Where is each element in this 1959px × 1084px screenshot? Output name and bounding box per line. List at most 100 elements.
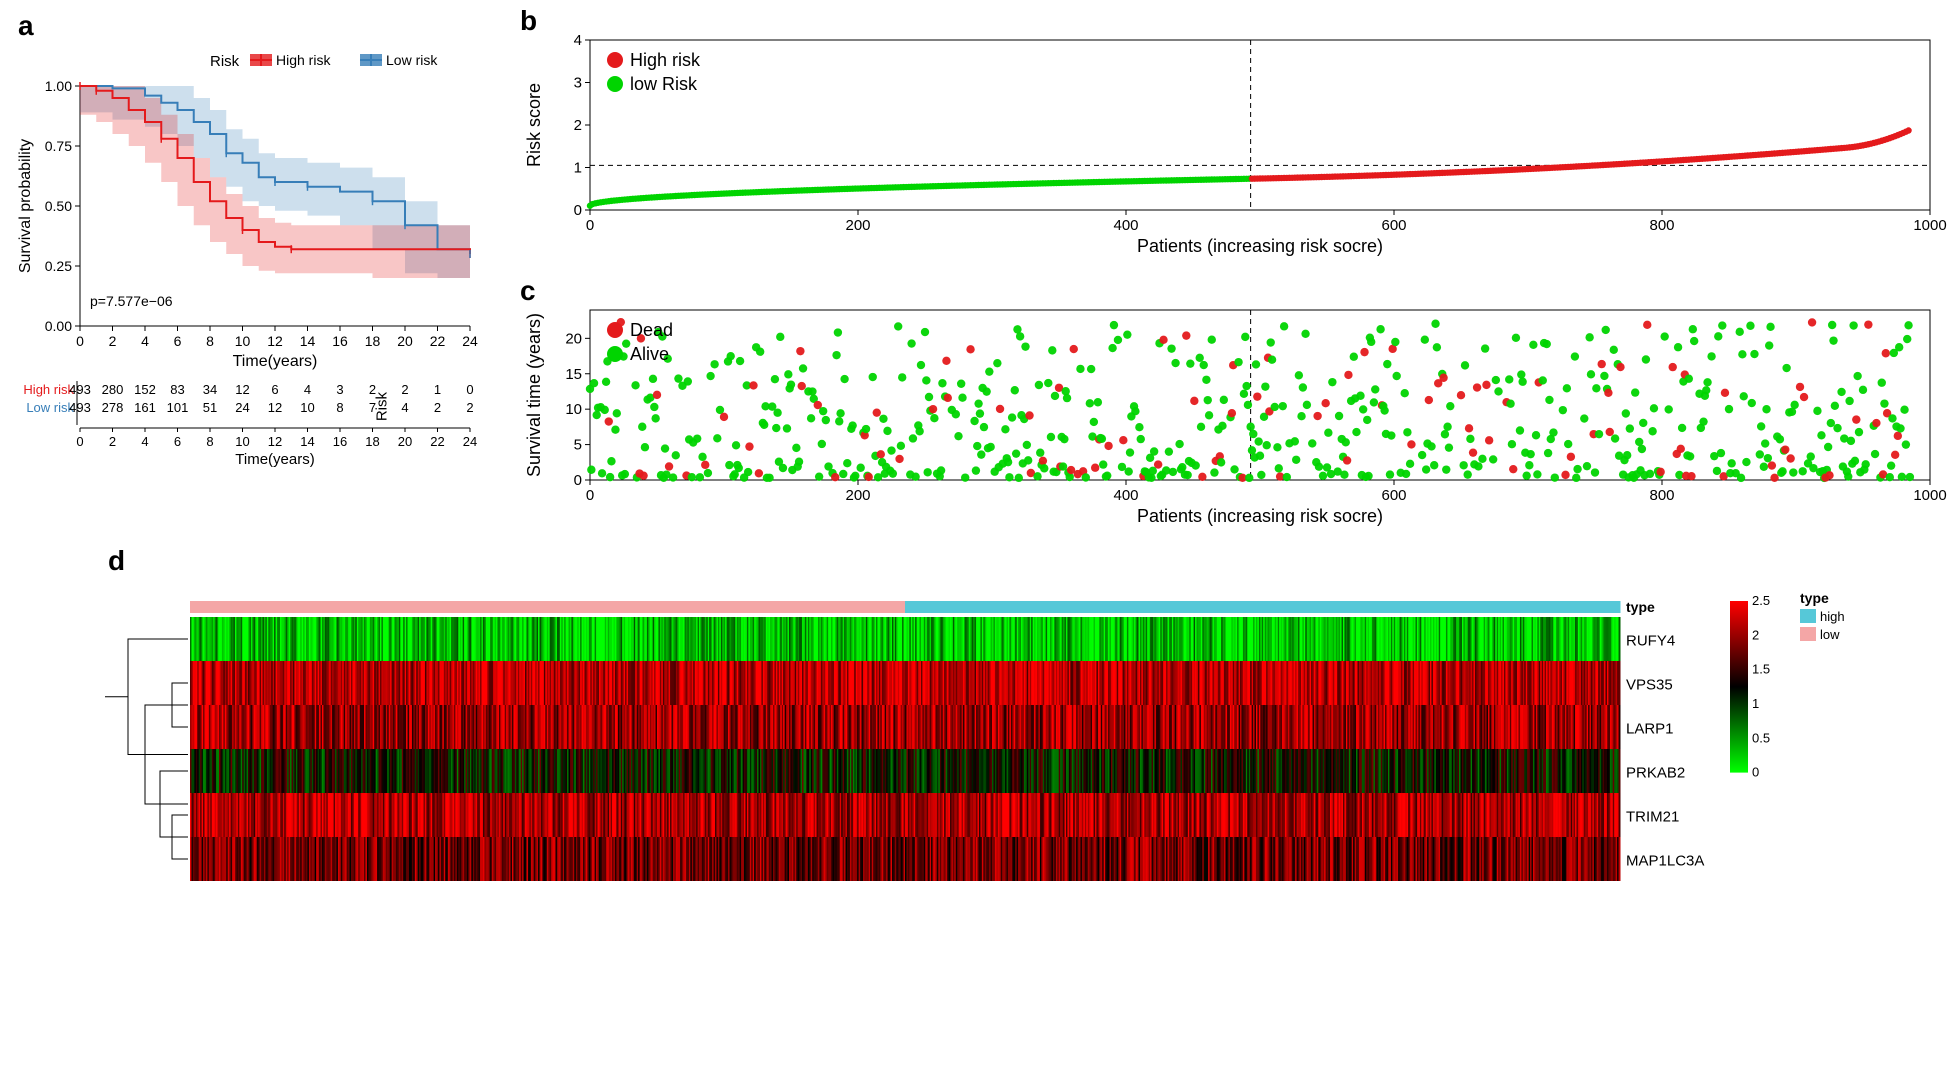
svg-text:0.00: 0.00 bbox=[45, 318, 72, 334]
svg-text:Low risk: Low risk bbox=[386, 52, 438, 68]
svg-text:34: 34 bbox=[203, 382, 217, 397]
svg-text:6: 6 bbox=[174, 333, 182, 349]
svg-text:2: 2 bbox=[109, 333, 117, 349]
svg-text:83: 83 bbox=[170, 382, 184, 397]
svg-text:7: 7 bbox=[369, 400, 376, 415]
svg-text:High risk: High risk bbox=[276, 52, 331, 68]
svg-text:24: 24 bbox=[463, 434, 477, 449]
svg-text:8: 8 bbox=[206, 333, 214, 349]
svg-text:200: 200 bbox=[845, 217, 870, 234]
svg-text:10: 10 bbox=[235, 333, 251, 349]
km-plot: RiskHigh riskLow risk0246810121416182022… bbox=[10, 46, 490, 521]
svg-text:493: 493 bbox=[69, 400, 91, 415]
svg-text:type: type bbox=[1626, 599, 1655, 615]
svg-text:8: 8 bbox=[336, 400, 343, 415]
svg-text:15: 15 bbox=[565, 366, 582, 383]
svg-text:4: 4 bbox=[574, 32, 582, 49]
svg-text:24: 24 bbox=[462, 333, 478, 349]
svg-text:20: 20 bbox=[565, 330, 582, 347]
svg-text:0: 0 bbox=[574, 202, 582, 219]
panel-a-label: a bbox=[18, 10, 510, 42]
svg-text:Risk: Risk bbox=[210, 53, 240, 70]
svg-text:0: 0 bbox=[586, 217, 594, 234]
svg-text:16: 16 bbox=[332, 333, 348, 349]
svg-text:0: 0 bbox=[466, 382, 473, 397]
svg-text:16: 16 bbox=[333, 434, 347, 449]
svg-text:Patients (increasing risk socr: Patients (increasing risk socre) bbox=[1137, 506, 1383, 526]
svg-text:161: 161 bbox=[134, 400, 156, 415]
svg-text:101: 101 bbox=[167, 400, 189, 415]
svg-text:278: 278 bbox=[102, 400, 124, 415]
svg-text:24: 24 bbox=[235, 400, 249, 415]
svg-text:low Risk: low Risk bbox=[630, 74, 698, 94]
svg-text:10: 10 bbox=[565, 401, 582, 418]
svg-text:10: 10 bbox=[300, 400, 314, 415]
svg-text:3: 3 bbox=[574, 75, 582, 92]
svg-text:22: 22 bbox=[430, 434, 444, 449]
svg-text:0.50: 0.50 bbox=[45, 198, 72, 214]
svg-text:Low risk: Low risk bbox=[26, 400, 74, 415]
svg-text:22: 22 bbox=[430, 333, 446, 349]
svg-text:Dead: Dead bbox=[630, 320, 673, 340]
svg-text:51: 51 bbox=[203, 400, 217, 415]
svg-text:2: 2 bbox=[434, 400, 441, 415]
svg-text:6: 6 bbox=[174, 434, 181, 449]
svg-text:280: 280 bbox=[102, 382, 124, 397]
svg-text:400: 400 bbox=[1113, 487, 1138, 504]
svg-text:1000: 1000 bbox=[1913, 217, 1946, 234]
svg-text:1: 1 bbox=[434, 382, 441, 397]
svg-text:12: 12 bbox=[268, 434, 282, 449]
svg-text:600: 600 bbox=[1381, 217, 1406, 234]
svg-text:c: c bbox=[520, 275, 536, 306]
svg-text:Patients (increasing risk socr: Patients (increasing risk socre) bbox=[1137, 236, 1383, 256]
svg-text:Survival time (years): Survival time (years) bbox=[524, 313, 544, 477]
panel-d: d typeRUFY4VPS35LARP1PRKAB2TRIM21MAP1LC3… bbox=[10, 545, 1950, 916]
svg-text:1000: 1000 bbox=[1913, 487, 1946, 504]
svg-text:18: 18 bbox=[365, 434, 379, 449]
svg-text:6: 6 bbox=[271, 382, 278, 397]
panel-bc: b0200400600800100001234Patients (increas… bbox=[510, 10, 1950, 535]
svg-text:Risk score: Risk score bbox=[524, 83, 544, 167]
svg-text:1.00: 1.00 bbox=[45, 78, 72, 94]
svg-text:493: 493 bbox=[69, 382, 91, 397]
svg-text:12: 12 bbox=[267, 333, 283, 349]
svg-text:2: 2 bbox=[574, 117, 582, 134]
svg-text:800: 800 bbox=[1649, 487, 1674, 504]
svg-text:Time(years): Time(years) bbox=[233, 353, 318, 370]
svg-text:Alive: Alive bbox=[630, 344, 669, 364]
svg-text:2: 2 bbox=[109, 434, 116, 449]
svg-text:3: 3 bbox=[336, 382, 343, 397]
svg-text:Risk: Risk bbox=[374, 392, 391, 422]
svg-text:Time(years): Time(years) bbox=[235, 451, 314, 468]
svg-text:1: 1 bbox=[574, 160, 582, 177]
svg-text:0.25: 0.25 bbox=[45, 258, 72, 274]
svg-text:200: 200 bbox=[845, 487, 870, 504]
svg-text:4: 4 bbox=[141, 333, 149, 349]
svg-text:High risk: High risk bbox=[630, 50, 701, 70]
svg-text:14: 14 bbox=[300, 434, 314, 449]
svg-text:600: 600 bbox=[1381, 487, 1406, 504]
heatmap: typeRUFY4VPS35LARP1PRKAB2TRIM21MAP1LC3A0… bbox=[100, 581, 1920, 911]
svg-text:10: 10 bbox=[235, 434, 249, 449]
svg-text:4: 4 bbox=[141, 434, 148, 449]
svg-text:4: 4 bbox=[304, 382, 311, 397]
svg-text:18: 18 bbox=[365, 333, 381, 349]
svg-text:152: 152 bbox=[134, 382, 156, 397]
svg-text:RUFY4: RUFY4 bbox=[1626, 633, 1675, 650]
svg-text:0: 0 bbox=[76, 434, 83, 449]
svg-text:14: 14 bbox=[300, 333, 316, 349]
svg-text:2: 2 bbox=[401, 382, 408, 397]
svg-text:800: 800 bbox=[1649, 217, 1674, 234]
svg-text:VPS35: VPS35 bbox=[1626, 677, 1673, 694]
svg-text:5: 5 bbox=[574, 437, 582, 454]
svg-text:High risk: High risk bbox=[23, 382, 74, 397]
panel-a: a RiskHigh riskLow risk02468101214161820… bbox=[10, 10, 510, 535]
risk-score-plots: b0200400600800100001234Patients (increas… bbox=[510, 10, 1950, 530]
svg-text:400: 400 bbox=[1113, 217, 1138, 234]
svg-text:20: 20 bbox=[397, 333, 413, 349]
svg-text:2: 2 bbox=[466, 400, 473, 415]
svg-text:12: 12 bbox=[235, 382, 249, 397]
panel-d-label: d bbox=[108, 545, 1950, 577]
svg-text:20: 20 bbox=[398, 434, 412, 449]
svg-text:4: 4 bbox=[401, 400, 408, 415]
